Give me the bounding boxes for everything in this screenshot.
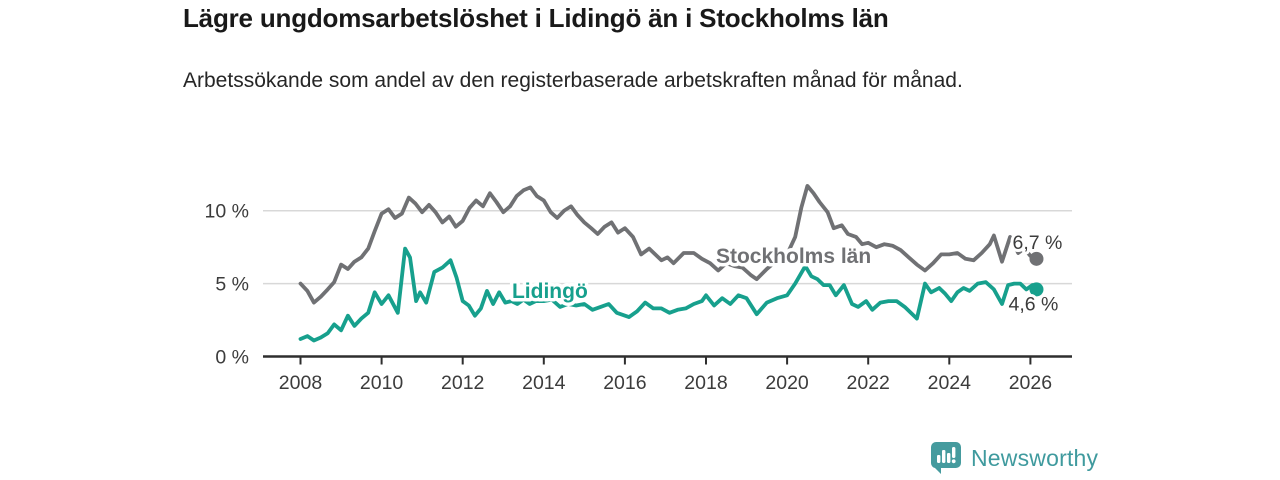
x-tick-label-2022: 2022 (847, 372, 890, 394)
y-tick-label-5: 5 % (215, 274, 249, 296)
x-tick-label-2012: 2012 (441, 372, 484, 394)
brand-footer: Newsworthy (930, 441, 1098, 475)
series-label-stockholms-l-n: Stockholms län (716, 245, 871, 268)
x-tick-label-2016: 2016 (603, 372, 646, 394)
x-tick-label-2008: 2008 (279, 372, 322, 394)
brand-name: Newsworthy (971, 444, 1099, 471)
x-tick-label-2026: 2026 (1009, 372, 1052, 394)
end-value-label-stockholms-l-n: 6,7 % (1012, 232, 1062, 254)
y-tick-label-0: 0 % (215, 347, 249, 369)
series-label-liding-: Lidingö (512, 280, 588, 303)
chart-subtitle: Arbetssökande som andel av den registerb… (183, 69, 963, 92)
x-tick-label-2014: 2014 (522, 372, 566, 394)
end-value-label-liding-: 4,6 % (1008, 293, 1058, 315)
x-tick-label-2018: 2018 (684, 372, 727, 394)
x-tick-label-2024: 2024 (928, 372, 972, 394)
end-dot-stockholms-l-n (1029, 251, 1044, 266)
series-line-liding- (298, 246, 1039, 343)
x-tick-label-2010: 2010 (360, 372, 404, 394)
x-tick-label-2020: 2020 (765, 372, 809, 394)
series-line-stockholms-l-n (298, 184, 1039, 305)
newsworthy-logo-icon (930, 442, 961, 474)
chart-title: Lägre ungdomsarbetslöshet i Lidingö än i… (183, 3, 889, 33)
y-tick-label-10: 10 % (205, 201, 249, 223)
end-dot-liding- (1029, 282, 1044, 297)
